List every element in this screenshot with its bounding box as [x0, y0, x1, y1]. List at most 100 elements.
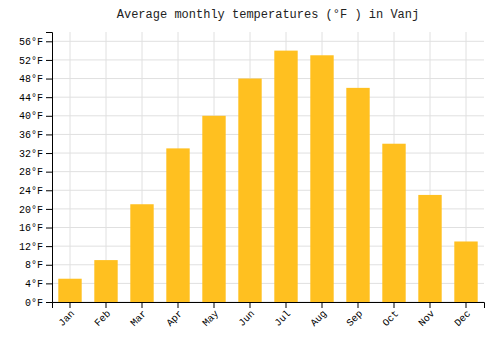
x-tick: Apr	[165, 302, 186, 329]
y-tick-label: 52°F	[19, 56, 43, 67]
x-tick-label: Apr	[165, 308, 186, 329]
x-tick-mark	[466, 302, 467, 308]
y-tick-mark	[46, 283, 52, 284]
y-tick: 36°F	[19, 130, 52, 141]
bar	[418, 195, 441, 302]
y-tick: 8°F	[25, 260, 52, 271]
y-axis-line	[46, 33, 53, 303]
x-axis: Jan Feb Mar Apr May Jun Jul Aug Sep Oct Nov Dec	[53, 302, 485, 329]
x-tick-mark	[106, 302, 107, 308]
x-tick-label: Oct	[381, 308, 402, 329]
bar	[274, 51, 297, 302]
y-tick-label: 20°F	[19, 205, 43, 216]
y-tick-label: 32°F	[19, 149, 43, 160]
y-tick-mark	[46, 302, 52, 303]
bar	[310, 55, 333, 302]
x-tick-mark	[394, 302, 395, 308]
y-tick-mark	[46, 97, 52, 98]
x-tick: Feb	[93, 302, 114, 329]
x-tick: Sep	[345, 302, 366, 329]
y-tick-mark	[46, 228, 52, 229]
x-tick-label: Jun	[237, 308, 258, 329]
y-tick: 52°F	[19, 56, 52, 67]
x-tick-mark	[430, 302, 431, 308]
y-tick: 56°F	[19, 37, 52, 48]
y-axis: 0°F 4°F 8°F 12°F 16°F 20°F 24°F 28°F 32°F 36°F 40°…	[19, 33, 53, 309]
x-tick-mark	[250, 302, 251, 308]
bar	[454, 241, 477, 302]
grid-line-y	[52, 190, 484, 191]
y-tick: 0°F	[25, 298, 52, 309]
grid-line-y	[52, 134, 484, 135]
grid	[52, 32, 484, 302]
y-tick-mark	[46, 116, 52, 117]
x-tick-label: Jul	[273, 308, 294, 329]
x-axis-line	[53, 303, 485, 309]
y-tick-label: 12°F	[19, 242, 43, 253]
y-tick-mark	[46, 265, 52, 266]
bars	[58, 51, 477, 302]
y-tick-label: 8°F	[25, 260, 43, 271]
x-tick-label: May	[201, 308, 222, 329]
y-tick-label: 24°F	[19, 186, 43, 197]
y-tick: 16°F	[19, 223, 52, 234]
y-tick: 4°F	[25, 279, 52, 290]
x-tick: Oct	[381, 302, 402, 329]
bar	[58, 279, 81, 302]
y-tick-label: 40°F	[19, 111, 43, 122]
bar	[130, 204, 153, 302]
grid-line-x	[70, 32, 71, 302]
x-tick-label: Mar	[129, 308, 150, 329]
y-tick-label: 56°F	[19, 37, 43, 48]
y-tick-mark	[46, 41, 52, 42]
x-tick: Jul	[273, 302, 294, 329]
y-tick-mark	[46, 79, 52, 80]
y-tick-mark	[46, 153, 52, 154]
bar	[166, 148, 189, 302]
grid-line-y	[52, 59, 484, 60]
x-tick-mark	[214, 302, 215, 308]
grid-line-y	[52, 41, 484, 42]
y-tick-mark	[46, 190, 52, 191]
x-tick: Mar	[129, 302, 150, 329]
y-tick: 24°F	[19, 186, 52, 197]
x-tick-label: Nov	[417, 308, 438, 329]
x-tick-label: Sep	[345, 308, 366, 329]
x-tick-label: Dec	[453, 308, 474, 329]
y-tick-label: 44°F	[19, 93, 43, 104]
y-tick-label: 4°F	[25, 279, 43, 290]
grid-line-y	[52, 153, 484, 154]
x-tick-label: Jan	[57, 308, 78, 329]
y-tick-mark	[46, 209, 52, 210]
y-tick-label: 16°F	[19, 223, 43, 234]
y-tick-label: 48°F	[19, 74, 43, 85]
x-tick-label: Feb	[93, 308, 114, 329]
chart-container: Jan Feb Mar Apr May Jun Jul Aug Sep Oct Nov Dec 0°F 4…	[0, 0, 500, 350]
bar	[94, 260, 117, 302]
bar	[238, 79, 261, 302]
x-tick-mark	[142, 302, 143, 308]
y-tick: 20°F	[19, 205, 52, 216]
y-tick: 32°F	[19, 149, 52, 160]
grid-line-y	[52, 97, 484, 98]
x-tick: Dec	[453, 302, 474, 329]
y-tick: 48°F	[19, 74, 52, 85]
x-tick-label: Aug	[309, 308, 330, 329]
y-tick: 44°F	[19, 93, 52, 104]
y-tick-mark	[46, 172, 52, 173]
x-tick-mark	[322, 302, 323, 308]
bar	[202, 116, 225, 302]
x-tick: May	[201, 302, 222, 329]
x-tick-mark	[178, 302, 179, 308]
x-tick: Jan	[57, 302, 78, 329]
y-tick: 12°F	[19, 242, 52, 253]
x-tick-mark	[358, 302, 359, 308]
y-tick: 40°F	[19, 111, 52, 122]
x-tick-mark	[70, 302, 71, 308]
x-tick: Nov	[417, 302, 438, 329]
y-tick-label: 28°F	[19, 167, 43, 178]
bar	[382, 144, 405, 302]
y-tick-mark	[46, 134, 52, 135]
x-tick: Jun	[237, 302, 258, 329]
grid-line-y	[52, 115, 484, 116]
